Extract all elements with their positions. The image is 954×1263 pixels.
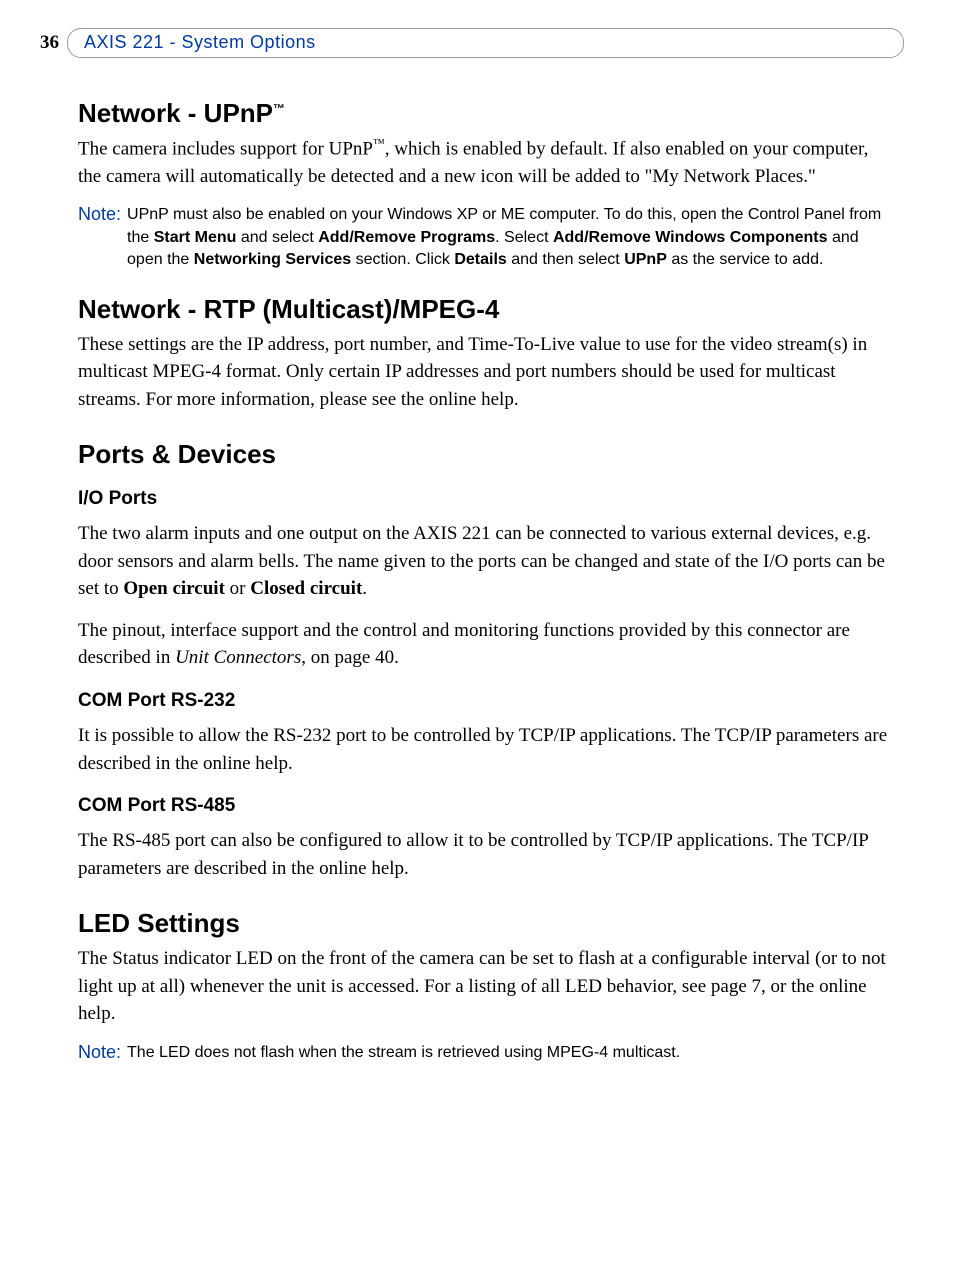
paragraph-led: The Status indicator LED on the front of…	[78, 945, 894, 1028]
note-bold: Networking Services	[194, 251, 351, 268]
paragraph-rs485: The RS-485 port can also be configured t…	[78, 827, 894, 882]
paragraph-rtp: These settings are the IP address, port …	[78, 331, 894, 414]
note-text: The LED does not flash when the stream i…	[127, 1042, 894, 1064]
note-upnp: Note: UPnP must also be enabled on your …	[78, 204, 894, 271]
note-bold: UPnP	[624, 251, 667, 268]
body-bold: Open circuit	[123, 578, 225, 599]
note-label: Note:	[78, 1042, 121, 1063]
heading-led-settings: LED Settings	[78, 908, 894, 939]
note-segment: and select	[236, 229, 318, 246]
body-italic: Unit Connectors	[175, 647, 301, 668]
page-content: Network - UPnP™ The camera includes supp…	[40, 98, 904, 1064]
trademark-symbol: ™	[373, 136, 385, 150]
paragraph-upnp: The camera includes support for UPnP™, w…	[78, 135, 894, 190]
note-bold: Add/Remove Windows Components	[553, 229, 828, 246]
body-segment: , on page 40.	[301, 647, 399, 668]
note-text: UPnP must also be enabled on your Window…	[127, 204, 894, 271]
body-text: The camera includes support for UPnP	[78, 138, 373, 159]
note-bold: Details	[454, 251, 506, 268]
paragraph-io-ports-2: The pinout, interface support and the co…	[78, 617, 894, 672]
body-bold: Closed circuit	[250, 578, 362, 599]
heading-text: Network - UPnP	[78, 98, 273, 128]
heading-network-upnp: Network - UPnP™	[78, 98, 894, 129]
note-segment: section. Click	[351, 251, 454, 268]
body-segment: or	[225, 578, 250, 599]
note-segment: as the service to add.	[667, 251, 824, 268]
note-segment: . Select	[495, 229, 553, 246]
heading-network-rtp: Network - RTP (Multicast)/MPEG-4	[78, 294, 894, 325]
note-segment: and then select	[507, 251, 624, 268]
header-title-pill: AXIS 221 - System Options	[67, 28, 904, 58]
heading-rs232: COM Port RS-232	[78, 690, 894, 712]
note-led: Note: The LED does not flash when the st…	[78, 1042, 894, 1064]
body-segment: .	[362, 578, 367, 599]
page-number: 36	[40, 32, 59, 54]
page-header: 36 AXIS 221 - System Options	[40, 28, 904, 58]
heading-io-ports: I/O Ports	[78, 488, 894, 510]
note-label: Note:	[78, 204, 121, 225]
paragraph-rs232: It is possible to allow the RS-232 port …	[78, 722, 894, 777]
note-bold: Start Menu	[154, 229, 237, 246]
trademark-symbol: ™	[273, 101, 285, 115]
note-bold: Add/Remove Programs	[318, 229, 495, 246]
heading-ports-devices: Ports & Devices	[78, 439, 894, 470]
paragraph-io-ports-1: The two alarm inputs and one output on t…	[78, 520, 894, 603]
heading-rs485: COM Port RS-485	[78, 795, 894, 817]
